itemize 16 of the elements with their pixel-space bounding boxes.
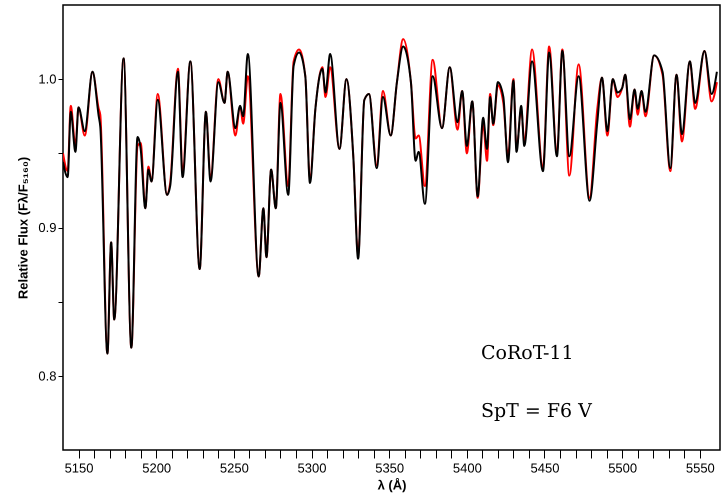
- y-axis-title: Relative Flux (Fλ/F₅₁₆₀): [15, 156, 30, 300]
- y-tick-label: 1.0: [38, 72, 56, 87]
- x-tick-label: 5350: [375, 460, 404, 476]
- x-tick-label: 5150: [64, 460, 94, 476]
- annotation: CoRoT-11: [481, 342, 574, 364]
- x-tick-label: 5250: [220, 460, 249, 476]
- x-tick-label: 5400: [452, 460, 482, 476]
- y-tick-label: 0.9: [38, 220, 56, 235]
- y-tick-label: 0.8: [38, 368, 56, 384]
- x-tick-label: 5550: [686, 460, 715, 476]
- x-tick-label: 5300: [298, 460, 326, 476]
- x-axis-title: λ (Å): [378, 478, 406, 492]
- x-tick-label: 5450: [530, 460, 560, 476]
- annotation: SpT = F6 V: [481, 400, 592, 422]
- x-tick-label: 5200: [142, 460, 172, 476]
- x-tick-label: 5500: [608, 460, 638, 476]
